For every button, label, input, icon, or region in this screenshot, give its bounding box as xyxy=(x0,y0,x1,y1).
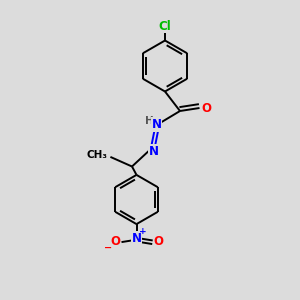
Text: O: O xyxy=(153,235,163,248)
Text: −: − xyxy=(104,242,112,253)
Text: CH₃: CH₃ xyxy=(87,150,108,160)
Text: O: O xyxy=(110,235,120,248)
Text: H: H xyxy=(145,116,154,126)
Text: +: + xyxy=(139,227,146,236)
Text: Cl: Cl xyxy=(159,20,171,33)
Text: O: O xyxy=(201,101,211,115)
Text: N: N xyxy=(131,232,142,245)
Text: N: N xyxy=(148,145,159,158)
Text: N: N xyxy=(152,118,162,131)
